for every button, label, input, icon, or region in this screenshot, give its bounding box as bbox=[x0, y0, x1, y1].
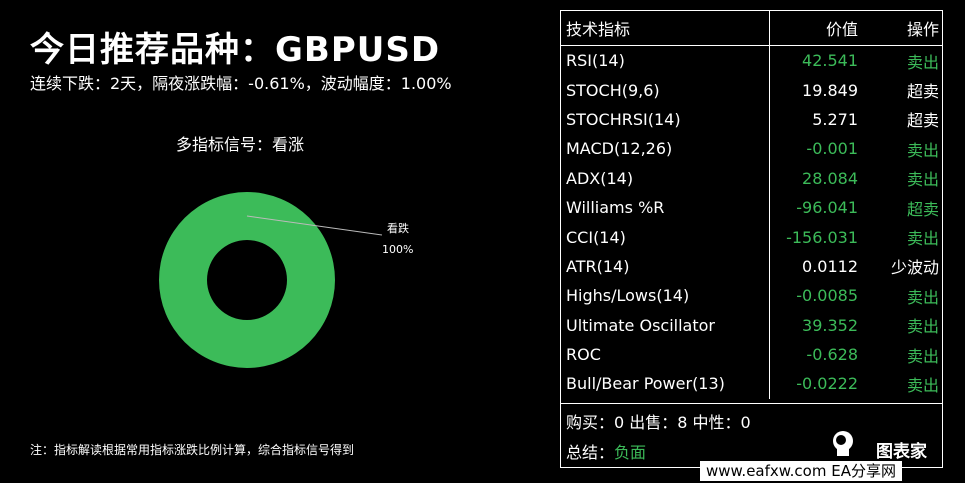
indicator-action: 卖出 bbox=[906, 229, 939, 249]
indicator-value: 5.271 bbox=[812, 109, 858, 129]
indicator-value: -156.031 bbox=[786, 227, 858, 247]
indicator-name: CCI(14) bbox=[561, 222, 770, 252]
indicator-value: 19.849 bbox=[802, 80, 858, 100]
indicator-value: -0.628 bbox=[806, 345, 858, 365]
donut-chart: 看跌 100% bbox=[159, 192, 413, 368]
indicator-value: -0.0222 bbox=[796, 374, 858, 394]
indicator-action: 超卖 bbox=[906, 199, 939, 219]
signal-text: 多指标信号：看涨 bbox=[176, 135, 305, 154]
table-row: RSI(14) 42.541 卖出 bbox=[561, 45, 942, 76]
header-action: 操作 bbox=[860, 11, 942, 46]
indicator-name: Highs/Lows(14) bbox=[561, 281, 770, 311]
indicator-table: 技术指标 价值 操作 RSI(14) 42.541 卖出 STOCH(9,6) 19.8… bbox=[561, 11, 942, 399]
table-row: ROC -0.628 卖出 bbox=[561, 339, 942, 370]
summary-label: 总结： bbox=[566, 443, 615, 462]
indicator-action: 卖出 bbox=[906, 287, 939, 307]
slice-label: 看跌 bbox=[387, 221, 409, 235]
page-subtitle: 连续下跌：2天，隔夜涨跌幅：-0.61%，波动幅度：1.00% bbox=[30, 74, 452, 93]
indicator-action: 少波动 bbox=[890, 258, 939, 278]
indicator-name: STOCH(9,6) bbox=[561, 75, 770, 105]
summary-divider bbox=[561, 403, 942, 404]
indicator-value: -0.001 bbox=[806, 139, 858, 159]
indicator-value: -0.0085 bbox=[796, 286, 858, 306]
pie-slice-bearish bbox=[159, 192, 335, 368]
indicator-name: STOCHRSI(14) bbox=[561, 104, 770, 135]
table-row: Highs/Lows(14) -0.0085 卖出 bbox=[561, 281, 942, 311]
indicator-value: -96.041 bbox=[796, 198, 858, 218]
table-row: Bull/Bear Power(13) -0.0222 卖出 bbox=[561, 369, 942, 399]
indicator-name: MACD(12,26) bbox=[561, 134, 770, 164]
indicator-value: 39.352 bbox=[802, 315, 858, 335]
indicator-name: ROC bbox=[561, 339, 770, 370]
indicator-name: ATR(14) bbox=[561, 251, 770, 282]
table-header-row: 技术指标 价值 操作 bbox=[561, 11, 942, 46]
indicator-action: 超卖 bbox=[906, 111, 939, 131]
table-row: Ultimate Oscillator 39.352 卖出 bbox=[561, 310, 942, 340]
head-logo-icon bbox=[833, 431, 853, 456]
table-row: MACD(12,26) -0.001 卖出 bbox=[561, 134, 942, 164]
indicator-name: RSI(14) bbox=[561, 45, 770, 76]
indicator-value: 42.541 bbox=[802, 51, 858, 71]
summary: 总结：负面 bbox=[566, 439, 646, 463]
footnote: 注：指标解读根据常用指标涨跌比例计算，综合指标信号得到 bbox=[30, 443, 355, 457]
signal-counts: 购买：0 出售：8 中性：0 bbox=[566, 413, 751, 432]
indicator-name: Williams %R bbox=[561, 192, 770, 223]
header-value: 价值 bbox=[769, 11, 860, 46]
indicator-value: 28.084 bbox=[802, 168, 858, 188]
indicator-panel: 技术指标 价值 操作 RSI(14) 42.541 卖出 STOCH(9,6) 19.8… bbox=[560, 10, 943, 468]
site-watermark: www.eafxw.com EA分享网 bbox=[700, 461, 902, 481]
table-row: ADX(14) 28.084 卖出 bbox=[561, 163, 942, 193]
table-row: STOCH(9,6) 19.849 超卖 bbox=[561, 75, 942, 105]
header-indicator: 技术指标 bbox=[561, 11, 770, 46]
indicator-action: 卖出 bbox=[906, 317, 939, 337]
indicator-value: 0.0112 bbox=[802, 256, 858, 276]
slice-value-label: 100% bbox=[382, 243, 413, 256]
indicator-action: 卖出 bbox=[906, 140, 939, 160]
indicator-name: Bull/Bear Power(13) bbox=[561, 369, 770, 399]
indicator-action: 卖出 bbox=[906, 170, 939, 190]
table-row: STOCHRSI(14) 5.271 超卖 bbox=[561, 104, 942, 135]
indicator-action: 卖出 bbox=[906, 346, 939, 366]
table-row: CCI(14) -156.031 卖出 bbox=[561, 222, 942, 252]
table-row: ATR(14) 0.0112 少波动 bbox=[561, 251, 942, 282]
indicator-action: 卖出 bbox=[906, 52, 939, 72]
indicator-name: Ultimate Oscillator bbox=[561, 310, 770, 340]
slice-leader-line bbox=[246, 215, 383, 236]
summary-value: 负面 bbox=[614, 443, 647, 462]
brand-logo-text: 图表家 bbox=[876, 442, 927, 462]
table-row: Williams %R -96.041 超卖 bbox=[561, 192, 942, 223]
page-title: 今日推荐品种：GBPUSD bbox=[30, 30, 441, 70]
indicator-action: 超卖 bbox=[906, 82, 939, 102]
indicator-name: ADX(14) bbox=[561, 163, 770, 193]
indicator-action: 卖出 bbox=[906, 375, 939, 395]
